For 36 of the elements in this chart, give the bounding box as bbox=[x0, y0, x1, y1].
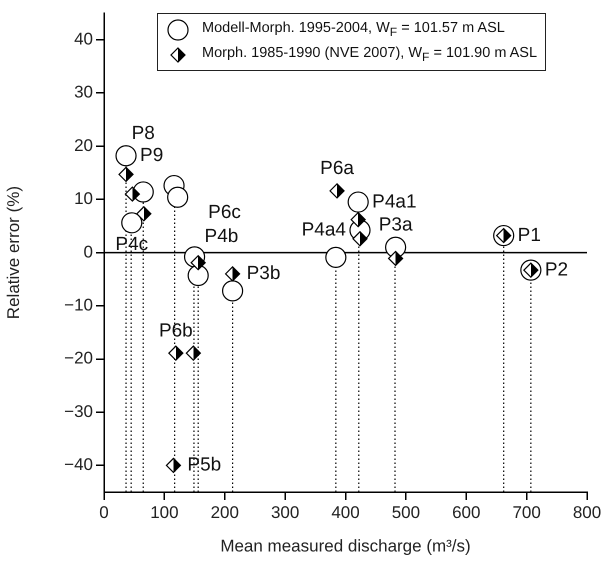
x-tick-label: 200 bbox=[210, 502, 239, 522]
x-tick-label: 700 bbox=[512, 502, 541, 522]
annotation: P2 bbox=[544, 259, 568, 280]
annotation: P6b bbox=[158, 320, 193, 342]
annotation: P6c bbox=[208, 202, 241, 223]
annotation: P8 bbox=[132, 123, 155, 144]
annotation: P6a bbox=[320, 158, 354, 180]
y-tick-label: −20 bbox=[64, 348, 93, 368]
y-tick-label: 0 bbox=[84, 242, 93, 262]
x-axis-title: Mean measured discharge (m³/s) bbox=[220, 536, 471, 556]
annotation: P5b bbox=[187, 454, 222, 476]
y-axis-title: Relative error (%) bbox=[4, 186, 23, 320]
annotation: P4a1 bbox=[372, 191, 417, 212]
legend-label: Morph. 1985-1990 (NVE 2007), W$_{F}$ = 101.90 m ASL bbox=[202, 45, 538, 64]
annotation: P9 bbox=[140, 145, 164, 166]
x-tick-label: 300 bbox=[270, 502, 300, 522]
annotation: P4c bbox=[115, 234, 148, 256]
y-tick-label: 10 bbox=[74, 189, 93, 208]
x-tick-label: 400 bbox=[331, 502, 360, 522]
annotation: P3a bbox=[378, 214, 413, 236]
x-tick-label: 100 bbox=[150, 502, 179, 522]
legend-label: Modell-Morph. 1995-2004, W$_{F}$ = 101.57 m ASL bbox=[202, 20, 505, 39]
annotation: P4a4 bbox=[302, 219, 346, 240]
y-tick-label: 30 bbox=[74, 82, 93, 102]
x-tick-label: 800 bbox=[572, 502, 602, 522]
x-tick-label: 600 bbox=[452, 502, 480, 522]
y-tick-label: −40 bbox=[64, 455, 93, 474]
y-tick-label: −30 bbox=[64, 402, 93, 421]
y-tick-label: 40 bbox=[74, 29, 93, 48]
x-tick-label: 500 bbox=[392, 502, 420, 522]
annotation: P1 bbox=[518, 224, 541, 246]
annotation: P3b bbox=[246, 263, 280, 284]
y-tick-label: 20 bbox=[74, 136, 93, 155]
y-tick-label: −10 bbox=[64, 295, 93, 314]
annotation: P4b bbox=[204, 226, 238, 248]
x-tick-label: 0 bbox=[99, 502, 109, 522]
